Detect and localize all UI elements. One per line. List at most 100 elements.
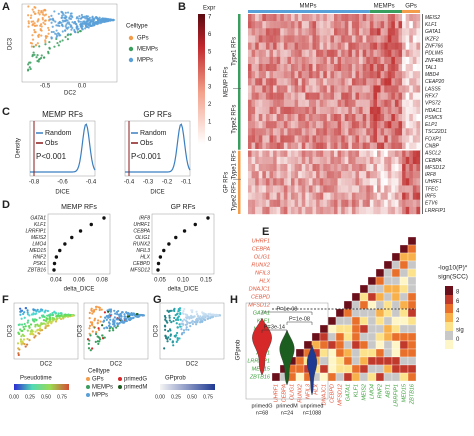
heat-cell	[369, 28, 374, 36]
point	[33, 336, 36, 339]
heat-cell	[301, 142, 306, 150]
heat-cell	[377, 199, 381, 208]
label: PSMC5	[425, 115, 442, 121]
heat-cell	[319, 56, 324, 65]
point	[29, 41, 32, 45]
heat-cell	[283, 71, 288, 79]
heat-cell	[355, 71, 360, 79]
point	[105, 318, 108, 321]
heat-cell	[312, 71, 317, 79]
heat-cell	[355, 42, 360, 50]
point	[42, 322, 46, 325]
heat-cell	[301, 135, 306, 143]
heat-cell	[291, 85, 295, 93]
heat-cell	[394, 56, 399, 65]
legend-cell	[445, 313, 453, 322]
heat-cell	[298, 21, 302, 29]
heat-cell	[405, 85, 410, 93]
heat-cell	[348, 14, 353, 22]
heat-cell	[416, 85, 421, 93]
point	[99, 320, 102, 323]
heat-cell	[367, 300, 377, 310]
heat-cell	[312, 99, 317, 108]
heat-cell	[308, 156, 313, 165]
heat-cell	[316, 199, 320, 208]
heat-cell	[312, 114, 317, 122]
heat-cell	[291, 106, 295, 115]
heat-cell	[394, 85, 399, 93]
heat-cell	[359, 206, 363, 215]
point	[178, 309, 181, 312]
heat-cell	[398, 92, 403, 100]
heat-cell	[323, 171, 328, 179]
heat-cell	[283, 142, 288, 150]
label: 0.05	[154, 278, 166, 284]
label: n=24	[281, 410, 293, 416]
heat-cell	[255, 142, 259, 150]
heat-cell	[375, 372, 385, 382]
heat-cell	[344, 106, 349, 115]
heat-cell	[294, 64, 299, 72]
heat-cell	[269, 99, 274, 108]
density-curve	[30, 123, 96, 173]
group-bar	[238, 150, 241, 214]
heat-cell	[359, 42, 363, 50]
heat-cell	[409, 28, 414, 36]
point	[108, 309, 112, 312]
heat-cell	[326, 78, 331, 86]
heat-cell	[308, 56, 313, 65]
heat-cell	[280, 71, 285, 79]
point	[42, 56, 46, 59]
heat-cell	[341, 106, 345, 115]
heat-cell	[335, 316, 345, 326]
heat-cell	[344, 56, 349, 65]
heat-cell	[344, 71, 349, 79]
heat-cell	[312, 178, 317, 186]
heat-cell	[326, 114, 331, 122]
heat-cell	[337, 42, 342, 50]
heat-cell	[405, 99, 410, 108]
point	[34, 312, 37, 316]
heat-cell	[409, 99, 414, 108]
heat-cell	[330, 35, 335, 43]
point	[175, 322, 178, 325]
point	[31, 8, 34, 11]
heat-cell	[326, 171, 331, 179]
point	[48, 47, 51, 50]
point	[115, 326, 118, 329]
heat-cell	[308, 164, 313, 172]
heat-cell	[366, 56, 371, 65]
heat-cell	[416, 185, 421, 193]
label: CEBPD	[133, 261, 151, 267]
point	[44, 35, 47, 38]
heat-cell	[367, 284, 377, 294]
point	[168, 314, 171, 317]
heat-cell	[337, 106, 342, 115]
heat-cell	[384, 185, 388, 193]
heat-cell	[351, 324, 361, 334]
heat-cell	[308, 121, 313, 129]
heat-cell	[273, 21, 277, 29]
point	[34, 323, 37, 327]
heat-cell	[280, 185, 285, 193]
point	[80, 13, 83, 17]
heat-cell	[377, 35, 381, 43]
heat-cell	[248, 121, 252, 129]
heat-cell	[319, 85, 324, 93]
point	[51, 311, 54, 315]
heat-cell	[383, 260, 393, 270]
heat-cell	[248, 92, 252, 100]
heat-cell	[362, 206, 367, 215]
heat-cell	[294, 85, 299, 93]
heat-cell	[409, 185, 414, 193]
heat-cell	[291, 142, 295, 150]
point	[78, 15, 81, 18]
heat-cell	[398, 149, 403, 158]
heat-cell	[373, 14, 378, 22]
heat-cell	[355, 49, 360, 58]
point	[108, 329, 111, 332]
heat-cell	[373, 135, 378, 143]
heat-cell	[387, 171, 392, 179]
heat-cell	[291, 206, 295, 215]
